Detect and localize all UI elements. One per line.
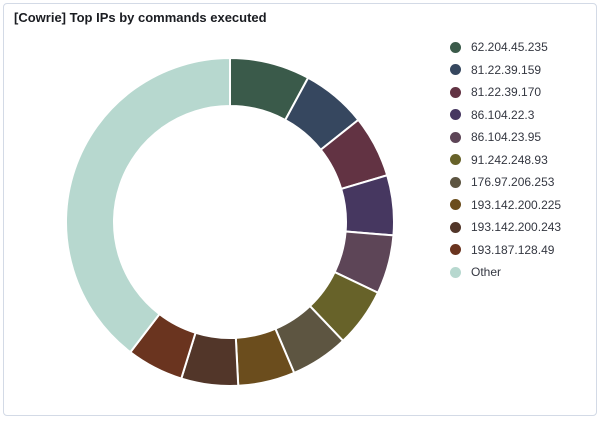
legend-item[interactable]: 193.142.200.225: [450, 194, 590, 217]
legend-swatch: [450, 199, 461, 211]
legend-item[interactable]: 91.242.248.93: [450, 149, 590, 172]
legend-item[interactable]: 176.97.206.253: [450, 171, 590, 194]
legend-label: 91.242.248.93: [471, 152, 548, 167]
legend-item[interactable]: 193.142.200.243: [450, 216, 590, 239]
panel-title: [Cowrie] Top IPs by commands executed: [14, 10, 267, 25]
legend-item[interactable]: 86.104.22.3: [450, 104, 590, 127]
legend-label: 176.97.206.253: [471, 175, 555, 190]
legend-swatch: [450, 41, 461, 53]
legend-swatch: [450, 154, 461, 166]
legend-swatch: [450, 109, 461, 121]
legend-swatch: [450, 64, 461, 76]
legend-item[interactable]: 193.187.128.49: [450, 239, 590, 262]
legend-label: 62.204.45.235: [471, 40, 548, 55]
chart-legend: 62.204.45.235 81.22.39.159 81.22.39.170 86.…: [450, 36, 590, 284]
legend-swatch: [450, 244, 461, 256]
legend-label: 86.104.22.3: [471, 107, 535, 122]
legend-swatch: [450, 266, 461, 278]
legend-swatch: [450, 221, 461, 233]
legend-label: 193.187.128.49: [471, 242, 555, 257]
legend-label: 81.22.39.170: [471, 85, 542, 100]
legend-label: 193.142.200.243: [471, 220, 562, 235]
legend-swatch: [450, 86, 461, 98]
legend-item[interactable]: 81.22.39.159: [450, 59, 590, 82]
legend-label: 81.22.39.159: [471, 62, 542, 77]
legend-label: 86.104.23.95: [471, 130, 542, 145]
legend-label: Other: [471, 265, 502, 280]
legend-label: 193.142.200.225: [471, 197, 562, 212]
legend-item[interactable]: Other: [450, 261, 590, 284]
legend-item[interactable]: 62.204.45.235: [450, 36, 590, 59]
donut-slice-11[interactable]: [65, 56, 231, 354]
legend-swatch: [450, 176, 461, 188]
legend-swatch: [450, 131, 461, 143]
legend-item[interactable]: 86.104.23.95: [450, 126, 590, 149]
legend-item[interactable]: 81.22.39.170: [450, 81, 590, 104]
